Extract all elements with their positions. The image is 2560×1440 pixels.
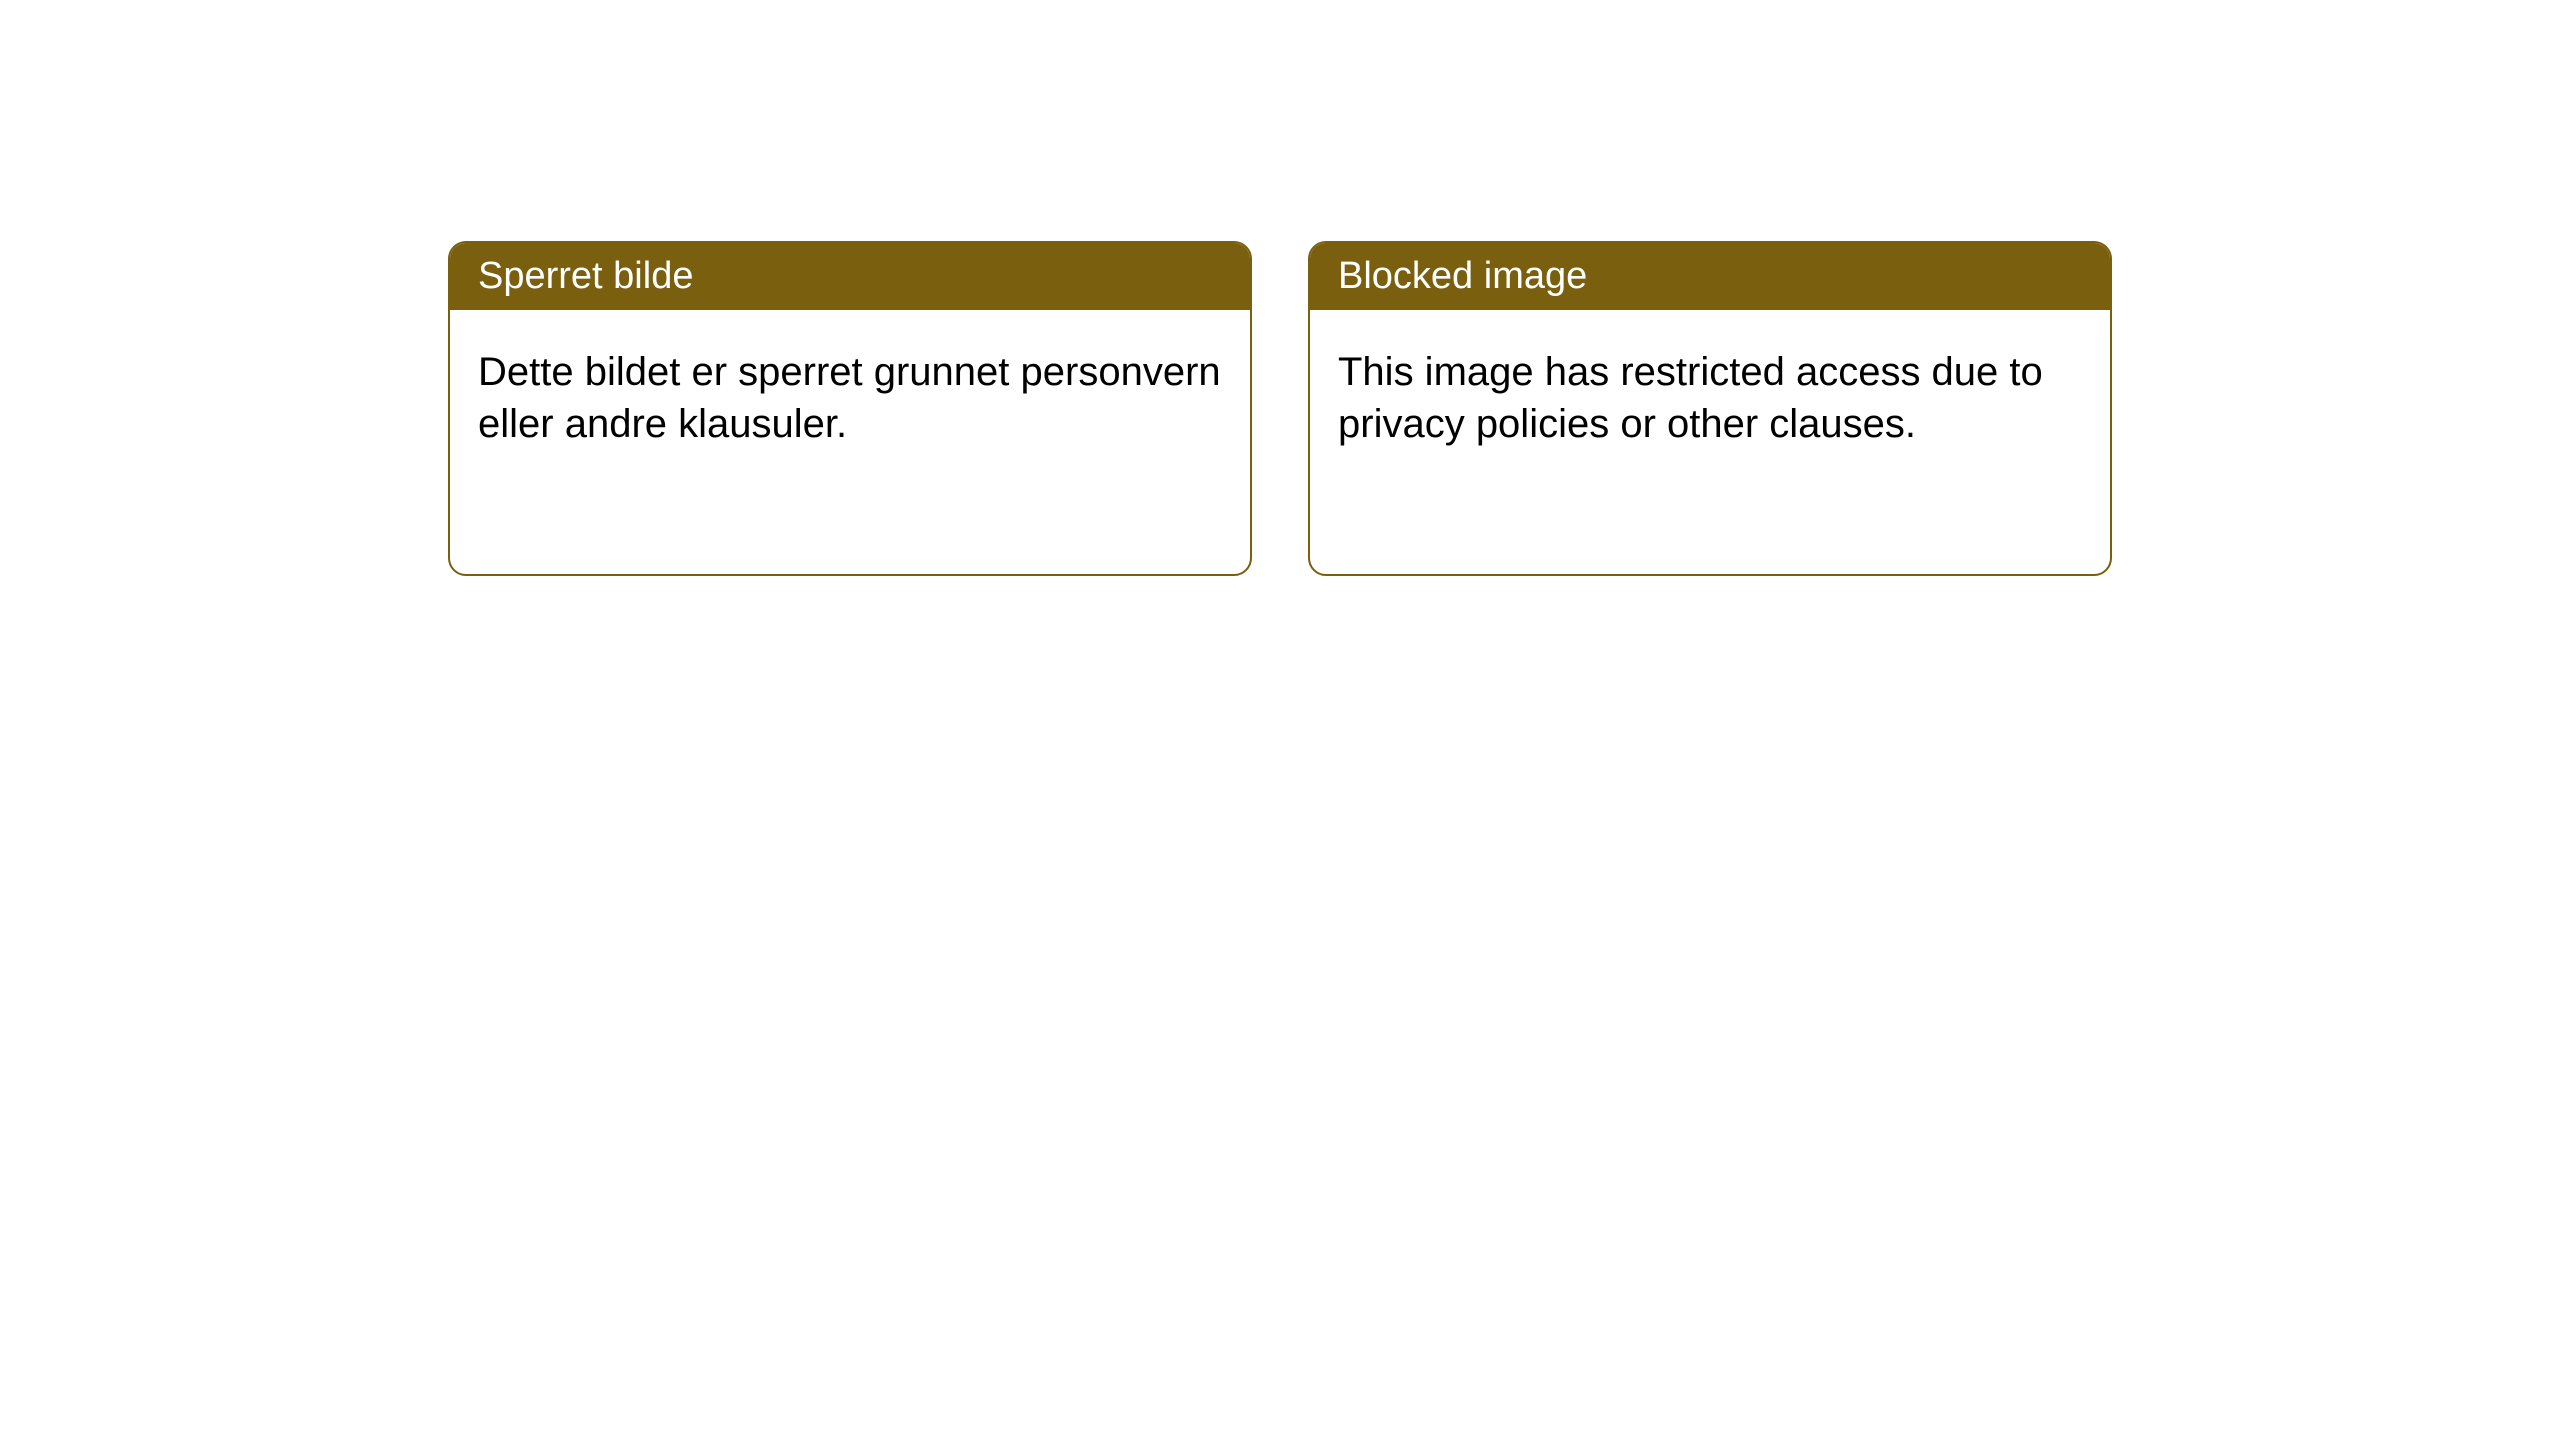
notice-container: Sperret bilde Dette bildet er sperret gr… bbox=[0, 0, 2560, 576]
notice-body-text: Dette bildet er sperret grunnet personve… bbox=[478, 350, 1221, 446]
notice-title: Blocked image bbox=[1338, 255, 1587, 297]
notice-box-norwegian: Sperret bilde Dette bildet er sperret gr… bbox=[448, 241, 1252, 576]
notice-box-english: Blocked image This image has restricted … bbox=[1308, 241, 2112, 576]
notice-body: Dette bildet er sperret grunnet personve… bbox=[450, 310, 1250, 478]
notice-body-text: This image has restricted access due to … bbox=[1338, 350, 2043, 446]
notice-header: Blocked image bbox=[1310, 243, 2110, 310]
notice-title: Sperret bilde bbox=[478, 255, 693, 297]
notice-body: This image has restricted access due to … bbox=[1310, 310, 2110, 478]
notice-header: Sperret bilde bbox=[450, 243, 1250, 310]
